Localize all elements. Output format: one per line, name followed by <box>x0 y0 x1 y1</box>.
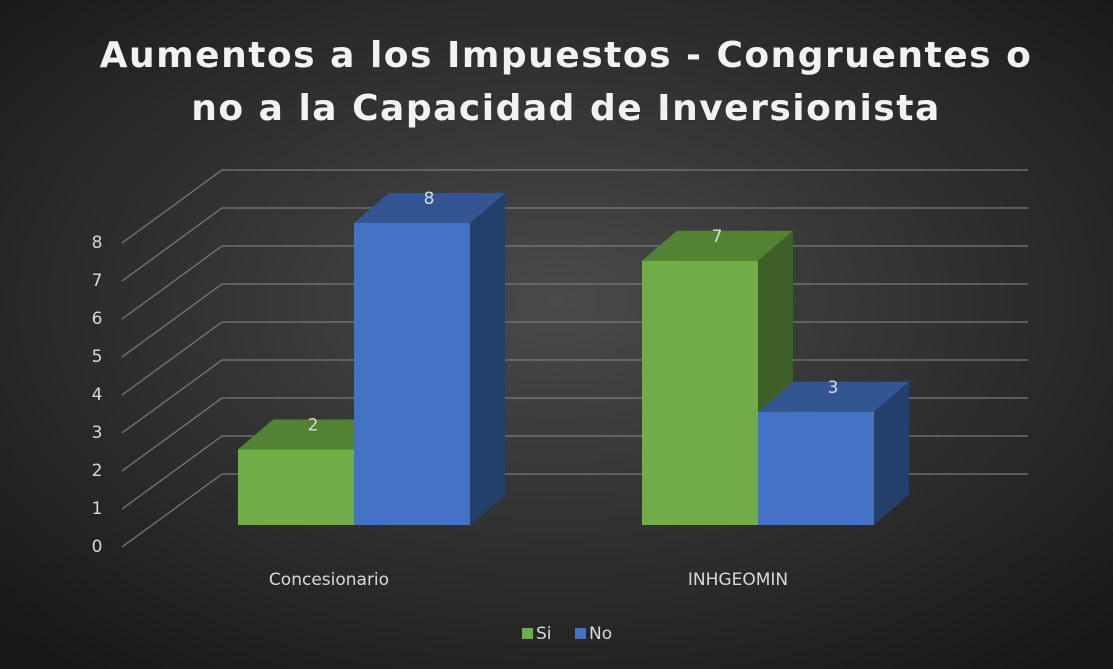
grid-line <box>121 169 1028 244</box>
y-tick-label: 8 <box>92 233 103 253</box>
legend-swatch <box>575 628 586 639</box>
data-label: 3 <box>828 378 839 398</box>
grid-line <box>121 207 1028 282</box>
bar-top <box>758 381 909 412</box>
y-tick-label: 1 <box>92 499 103 519</box>
bar-top <box>354 193 505 223</box>
bar <box>354 193 505 525</box>
bar-front <box>354 223 470 525</box>
bar-top <box>642 230 793 261</box>
data-label: 2 <box>308 416 319 436</box>
data-label: 7 <box>712 227 723 247</box>
bar <box>758 381 909 525</box>
bar-side <box>874 381 909 525</box>
chart-title: Aumentos a los Impuestos - Congruentes o… <box>100 35 1033 129</box>
legend-swatch <box>522 628 533 639</box>
legend-label: Si <box>536 624 552 644</box>
x-tick-label: Concesionario <box>269 570 389 590</box>
bar <box>642 230 793 525</box>
y-tick-label: 4 <box>92 385 103 405</box>
y-tick-label: 3 <box>92 423 103 443</box>
legend-label: No <box>589 624 612 644</box>
y-tick-label: 0 <box>92 537 103 557</box>
x-tick-label: INHGEOMIN <box>688 570 788 590</box>
bar-top <box>238 419 389 450</box>
bar-front <box>238 449 354 525</box>
y-tick-label: 2 <box>92 461 103 481</box>
bar-front <box>758 411 874 525</box>
bar-front <box>642 260 758 525</box>
y-tick-label: 7 <box>92 271 103 291</box>
bar-side <box>470 193 505 525</box>
y-tick-label: 6 <box>92 309 103 329</box>
y-tick-label: 5 <box>92 347 103 367</box>
data-label: 8 <box>424 189 435 209</box>
